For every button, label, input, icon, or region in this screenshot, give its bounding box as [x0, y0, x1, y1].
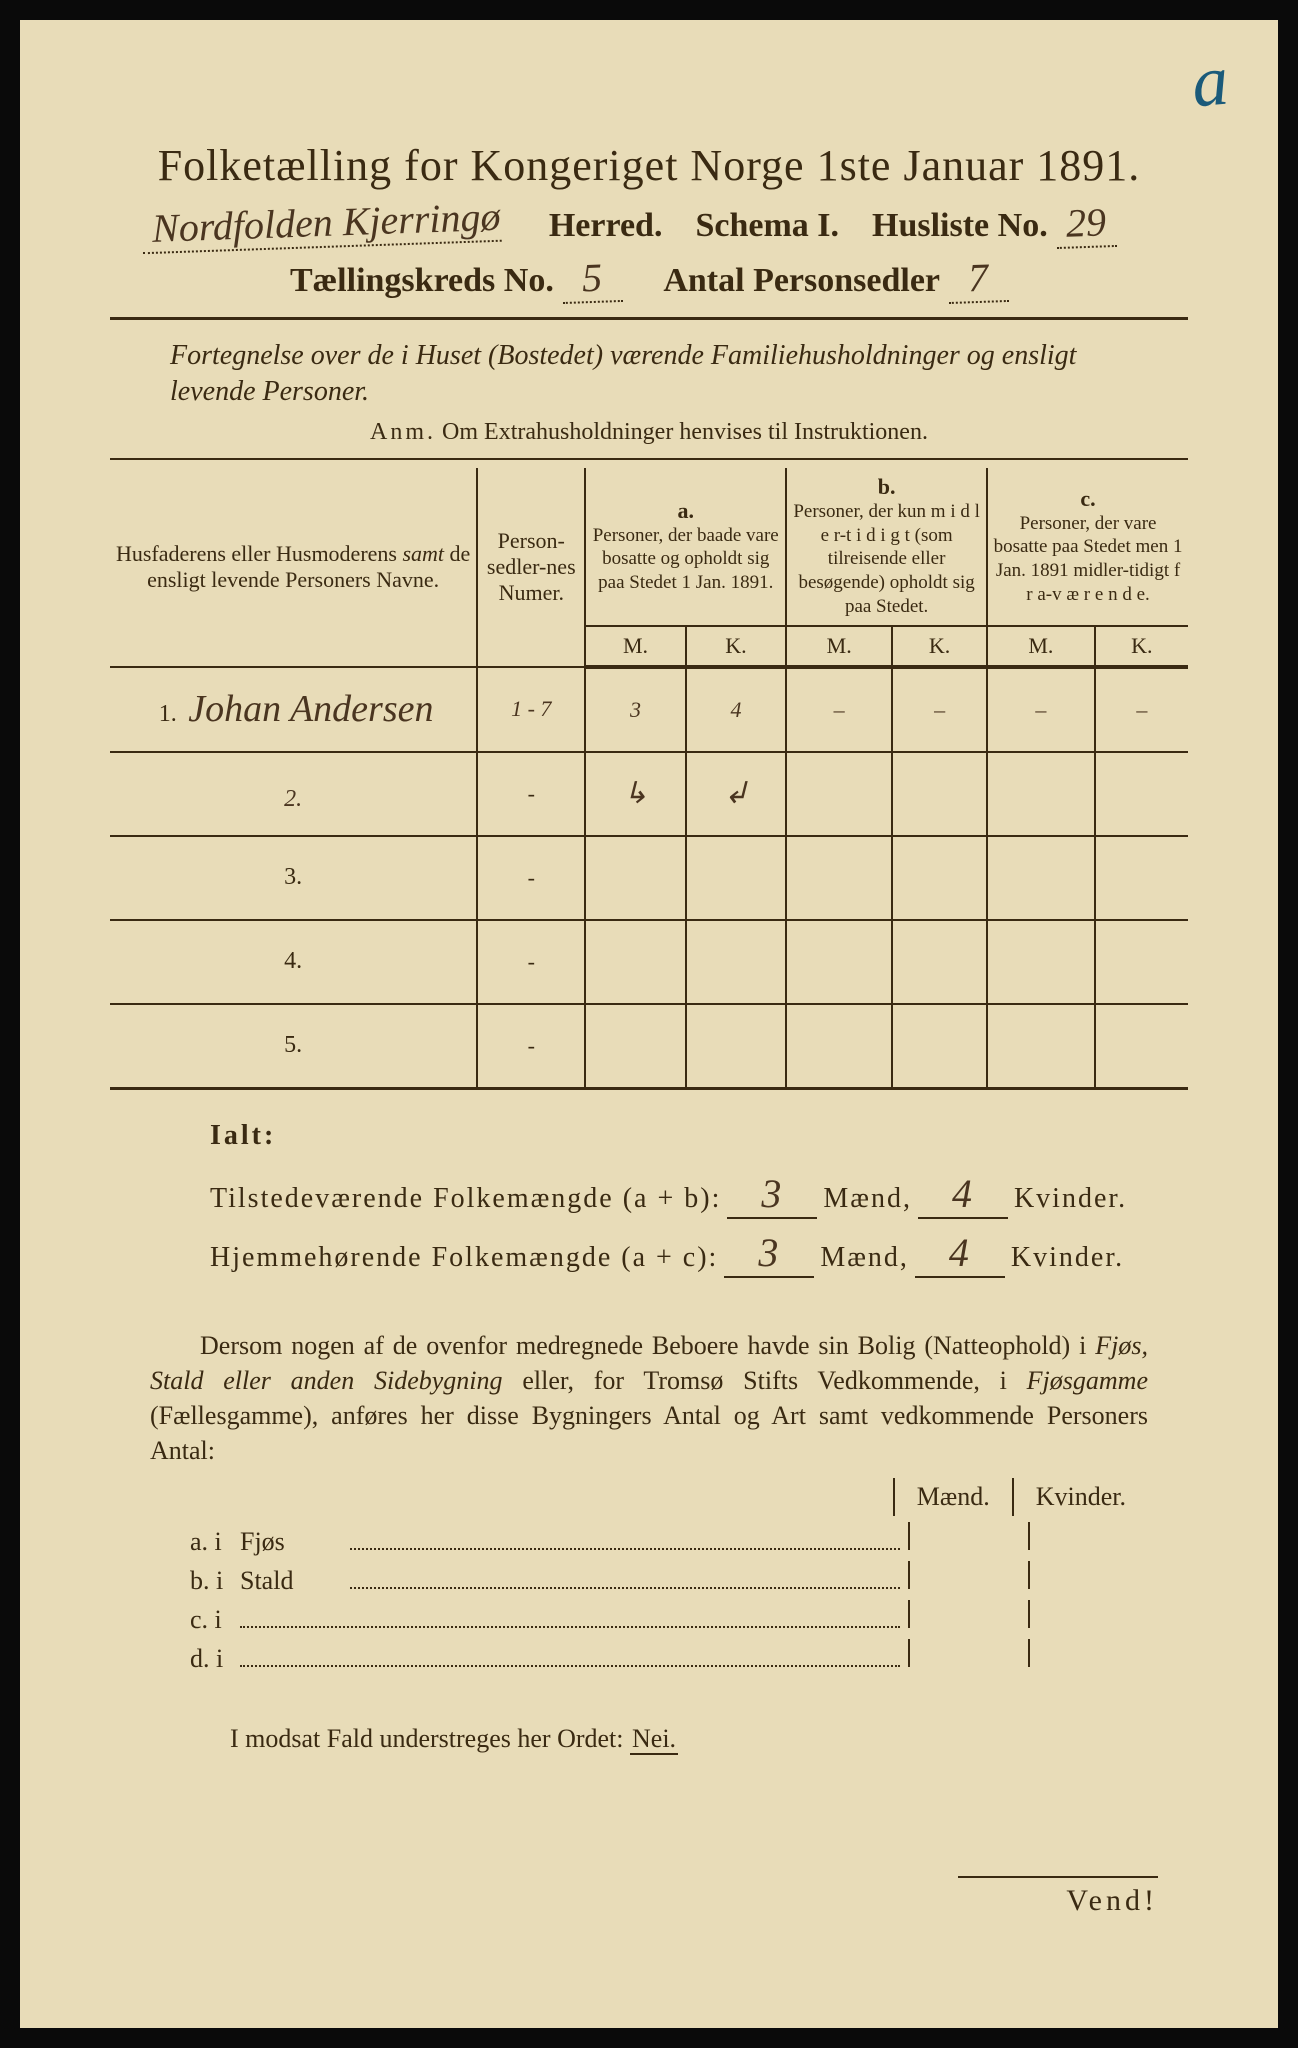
resident-men: 3	[724, 1229, 814, 1278]
resident-women: 4	[915, 1229, 1005, 1278]
form-title: Folketælling for Kongeriget Norge 1ste J…	[110, 140, 1188, 191]
k-label: K.	[686, 626, 786, 667]
mk-row: c. i	[190, 1600, 1148, 1635]
a-m-cell: ↳	[585, 752, 685, 836]
outbuilding-paragraph: Dersom nogen af de ovenfor medregnede Be…	[150, 1328, 1148, 1468]
present-men: 3	[727, 1170, 817, 1219]
c-k-cell: –	[1095, 667, 1188, 752]
mk-header: Mænd. Kvinder.	[190, 1478, 1148, 1516]
husliste-value: 29	[1055, 198, 1117, 249]
a-k-cell: ↲	[686, 752, 786, 836]
table-row: 2. - ↳ ↲	[110, 752, 1188, 836]
mk-row: d. i	[190, 1639, 1148, 1674]
name-cell: 5.	[110, 1004, 477, 1087]
census-form-page: a Folketælling for Kongeriget Norge 1ste…	[0, 0, 1298, 2048]
name-cell: 4.	[110, 920, 477, 1004]
c-m-cell	[987, 752, 1095, 836]
col-c-header: c. Personer, der vare bosatte paa Stedet…	[987, 468, 1188, 626]
num-cell: -	[477, 920, 585, 1004]
name-cell: 2.	[110, 752, 477, 836]
divider	[110, 458, 1188, 460]
b-m-cell	[786, 752, 892, 836]
table-row: 1. Johan Andersen 1 - 7 3 4 – – – –	[110, 667, 1188, 752]
maend-header: Mænd.	[893, 1478, 1012, 1516]
divider	[110, 317, 1188, 320]
col-b-header: b. Personer, der kun m i d l e r-t i d i…	[786, 468, 987, 626]
ialt-title: Ialt:	[210, 1120, 1128, 1152]
kreds-value: 5	[561, 253, 623, 304]
anm-text: Om Extrahusholdninger henvises til Instr…	[442, 419, 928, 445]
header-line-1: Nordfolden Kjerringø Herred. Schema I. H…	[110, 199, 1188, 248]
col-name-header: Husfaderens eller Husmoderens samt de en…	[110, 468, 477, 667]
resident-total-line: Hjemmehørende Folkemængde (a + c): 3 Mæn…	[210, 1229, 1128, 1278]
corner-annotation: a	[1188, 39, 1231, 125]
herred-value: Nordfolden Kjerringø	[142, 193, 502, 254]
b-k-cell	[892, 752, 987, 836]
anm-label: Anm.	[370, 419, 436, 445]
nei-line: I modsat Fald understreges her Ordet: Ne…	[230, 1724, 1148, 1754]
m-label: M.	[585, 626, 685, 667]
num-cell: -	[477, 1004, 585, 1087]
k-label: K.	[1095, 626, 1188, 667]
m-label: M.	[987, 626, 1095, 667]
num-cell: 1 - 7	[477, 667, 585, 752]
kreds-label: Tællingskreds No.	[290, 262, 554, 300]
table-header-row: Husfaderens eller Husmoderens samt de en…	[110, 468, 1188, 626]
b-m-cell: –	[786, 667, 892, 752]
num-cell: -	[477, 752, 585, 836]
form-subtitle: Fortegnelse over de i Huset (Bostedet) v…	[170, 338, 1128, 411]
antal-label: Antal Personsedler	[663, 262, 940, 300]
turn-over-label: Vend!	[958, 1876, 1158, 1918]
table-row: 5. -	[110, 1004, 1188, 1087]
kvinder-header: Kvinder.	[1012, 1478, 1148, 1516]
c-k-cell	[1095, 752, 1188, 836]
mk-row: a. i Fjøs	[190, 1522, 1148, 1557]
husliste-label: Husliste No.	[872, 207, 1048, 245]
divider	[110, 1087, 1188, 1090]
k-label: K.	[892, 626, 987, 667]
header-line-2: Tællingskreds No. 5 Antal Personsedler 7	[110, 254, 1188, 303]
table-row: 4. -	[110, 920, 1188, 1004]
nei-word: Nei.	[630, 1724, 678, 1755]
col-num-header: Person-sedler-nes Numer.	[477, 468, 585, 667]
num-cell: -	[477, 836, 585, 920]
col-a-header: a. Personer, der baade vare bosatte og o…	[585, 468, 786, 626]
a-k-cell: 4	[686, 667, 786, 752]
present-total-line: Tilstedeværende Folkemængde (a + b): 3 M…	[210, 1170, 1128, 1219]
table-row: 3. -	[110, 836, 1188, 920]
anm-note: Anm. Om Extrahusholdninger henvises til …	[110, 419, 1188, 446]
present-women: 4	[918, 1170, 1008, 1219]
herred-label: Herred.	[549, 207, 663, 245]
m-label: M.	[786, 626, 892, 667]
totals-block: Ialt: Tilstedeværende Folkemængde (a + b…	[210, 1120, 1128, 1278]
antal-value: 7	[947, 253, 1009, 304]
household-table: Husfaderens eller Husmoderens samt de en…	[110, 468, 1188, 1087]
schema-label: Schema I.	[695, 207, 839, 245]
a-m-cell: 3	[585, 667, 685, 752]
name-cell: 1. Johan Andersen	[110, 667, 477, 752]
outbuilding-table: Mænd. Kvinder. a. i Fjøs b. i Stald c. i…	[190, 1478, 1148, 1674]
name-cell: 3.	[110, 836, 477, 920]
c-m-cell: –	[987, 667, 1095, 752]
mk-row: b. i Stald	[190, 1561, 1148, 1596]
b-k-cell: –	[892, 667, 987, 752]
